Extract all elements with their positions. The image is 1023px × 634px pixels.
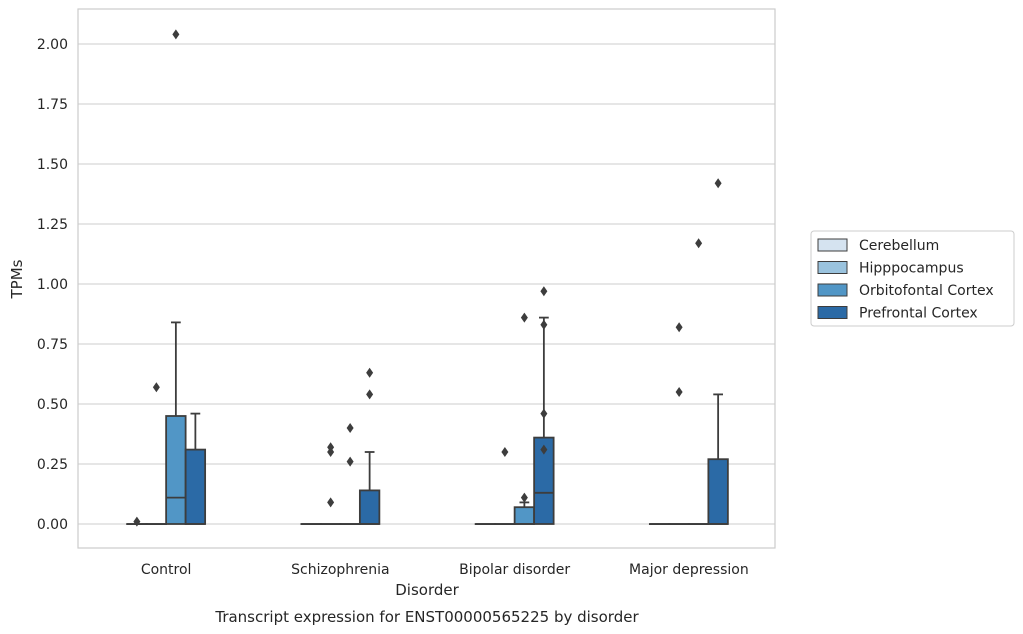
outlier-point — [133, 516, 141, 527]
legend-label: Orbitofontal Cortex — [859, 283, 994, 299]
x-tick-label: Bipolar disorder — [459, 562, 570, 578]
outlier-point — [714, 178, 722, 189]
outlier-point — [346, 456, 354, 467]
legend-swatch — [817, 283, 848, 297]
y-tick-label: 1.00 — [37, 277, 68, 293]
y-tick-label: 0.00 — [37, 517, 68, 533]
box — [513, 506, 536, 525]
outlier-point — [346, 423, 354, 433]
outlier-point — [540, 408, 548, 419]
outlier-point — [520, 492, 528, 503]
x-tick-label: Schizophrenia — [291, 562, 389, 578]
y-tick-label: 1.50 — [37, 157, 68, 173]
outlier-point — [695, 238, 703, 249]
legend-swatch — [817, 238, 848, 252]
box — [184, 448, 207, 525]
outlier-point — [540, 444, 548, 455]
outlier-point — [327, 497, 335, 508]
y-tick-label: 1.75 — [37, 97, 68, 113]
outlier-point — [366, 389, 374, 400]
y-tick-label: 1.25 — [37, 217, 68, 233]
outlier-point — [540, 319, 548, 330]
legend-label: Cerebellum — [859, 238, 939, 254]
outlier-point — [501, 447, 509, 457]
y-tick-label: 0.75 — [37, 337, 68, 353]
outlier-point — [152, 382, 160, 393]
x-tick-label: Control — [141, 562, 192, 578]
outlier-point — [327, 442, 335, 453]
y-tick-label: 0.25 — [37, 457, 68, 473]
legend-label: Hipppocampus — [859, 261, 964, 277]
outlier-point — [675, 322, 683, 333]
legend-label: Prefrontal Cortex — [859, 306, 978, 322]
x-tick-label: Major depression — [629, 562, 749, 578]
outlier-point — [540, 286, 548, 297]
outlier-point — [366, 367, 374, 378]
box — [533, 436, 555, 525]
y-tick-label: 0.50 — [37, 397, 68, 413]
plot-frame — [77, 8, 776, 549]
legend-swatch — [817, 261, 848, 274]
outlier-point — [675, 387, 683, 397]
outlier-point — [520, 312, 528, 323]
x-axis-label: Disorder — [395, 581, 459, 599]
y-tick-label: 2.00 — [37, 37, 68, 53]
y-axis-label: TPMs — [8, 259, 26, 299]
legend-box — [810, 230, 1015, 327]
outlier-point — [172, 29, 180, 40]
box — [358, 489, 381, 525]
box — [165, 415, 187, 525]
legend-swatch — [817, 306, 848, 319]
box — [707, 458, 729, 525]
chart-title: Transcript expression for ENST0000056522… — [214, 608, 639, 626]
